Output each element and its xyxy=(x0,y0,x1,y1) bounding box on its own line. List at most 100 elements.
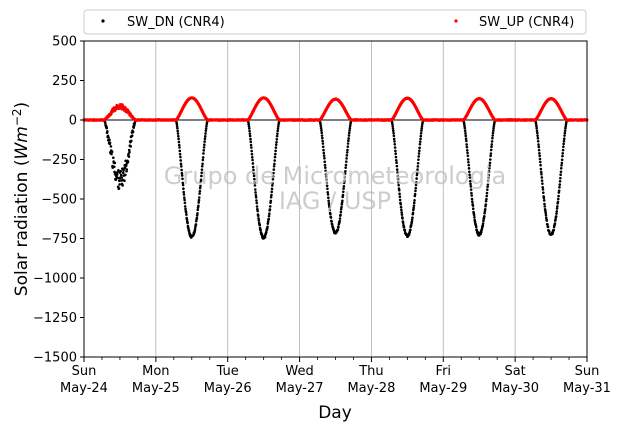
sw-dn-point xyxy=(483,207,487,211)
sw-dn-point xyxy=(112,165,116,169)
sw-dn-point xyxy=(115,173,119,176)
sw-dn-point xyxy=(535,124,538,128)
sw-dn-point xyxy=(489,154,492,158)
sw-dn-point xyxy=(181,181,185,185)
x-tick-label-day: Sun xyxy=(575,364,600,379)
sw-dn-point xyxy=(393,146,397,149)
sw-dn-point xyxy=(397,183,400,187)
sw-dn-point xyxy=(467,167,471,170)
sw-dn-point xyxy=(397,189,401,192)
x-tick-label-date: May-28 xyxy=(347,381,395,396)
sw-dn-point xyxy=(391,129,395,133)
sw-dn-point xyxy=(470,194,474,197)
sw-dn-point xyxy=(322,154,326,157)
sw-dn-point xyxy=(177,137,180,141)
sw-dn-point xyxy=(337,225,340,229)
watermark-line-1: Grupo de Micrometeorologia xyxy=(164,162,506,190)
sw-dn-point xyxy=(537,148,541,152)
sw-dn-point xyxy=(197,198,201,202)
sw-dn-point xyxy=(321,139,324,143)
sw-dn-point xyxy=(183,196,186,199)
sw-dn-point xyxy=(253,184,257,187)
sw-dn-point xyxy=(276,132,279,135)
x-axis-title: Day xyxy=(318,403,352,423)
sw-dn-point xyxy=(198,189,202,193)
sw-dn-point xyxy=(483,215,486,218)
sw-dn-point xyxy=(345,157,348,160)
sw-dn-point xyxy=(539,167,543,171)
sw-dn-point xyxy=(277,124,280,128)
sw-dn-point xyxy=(276,127,280,130)
sw-dn-point xyxy=(560,164,563,167)
sw-dn-point xyxy=(471,204,475,207)
sw-dn-point xyxy=(181,177,184,181)
sw-dn-point xyxy=(342,181,346,185)
sw-dn-point xyxy=(544,213,548,217)
sw-dn-point xyxy=(275,134,279,138)
x-tick-label-day: Fri xyxy=(436,364,452,379)
sw-dn-point xyxy=(392,131,395,135)
sw-dn-point xyxy=(474,225,478,229)
sw-dn-point xyxy=(396,171,399,174)
sw-dn-point xyxy=(414,183,418,187)
sw-dn-point xyxy=(403,229,407,233)
sw-dn-point xyxy=(270,190,274,194)
sw-dn-point xyxy=(553,222,557,225)
sw-dn-point xyxy=(320,129,323,132)
sw-dn-point xyxy=(410,220,414,224)
sw-dn-point xyxy=(483,211,486,215)
sw-dn-point xyxy=(471,207,475,210)
sw-dn-point xyxy=(251,165,255,169)
sw-dn-point xyxy=(267,217,271,221)
sw-dn-point xyxy=(126,160,130,163)
sw-dn-point xyxy=(560,161,564,165)
sw-dn-point xyxy=(343,175,347,179)
sw-dn-point xyxy=(321,136,324,140)
sw-dn-point xyxy=(329,216,333,219)
sw-dn-point xyxy=(205,124,208,128)
sw-dn-point xyxy=(118,183,121,186)
sw-dn-point xyxy=(199,180,203,184)
sw-dn-point xyxy=(182,193,186,196)
sw-dn-point xyxy=(348,129,351,132)
sw-dn-point xyxy=(329,212,332,216)
sw-dn-point xyxy=(462,122,466,126)
sw-dn-point xyxy=(488,167,491,170)
sw-dn-point xyxy=(124,164,128,167)
sw-dn-point xyxy=(488,161,492,165)
sw-dn-point xyxy=(321,145,325,149)
sw-dn-point xyxy=(401,221,405,225)
sw-dn-point xyxy=(470,197,474,201)
sw-dn-point xyxy=(105,126,109,130)
sw-dn-point xyxy=(269,199,273,203)
sw-dn-point xyxy=(537,143,540,146)
sw-dn-point xyxy=(464,137,468,141)
x-tick-label-date: May-29 xyxy=(419,381,467,396)
sw-dn-point xyxy=(328,205,331,209)
sw-dn-point xyxy=(187,229,191,233)
sw-dn-point xyxy=(419,132,423,135)
sw-dn-point xyxy=(463,124,466,128)
sw-dn-point xyxy=(420,127,424,130)
sw-dn-point xyxy=(257,217,260,220)
sw-dn-point xyxy=(560,158,564,162)
sw-dn-point xyxy=(346,145,350,148)
sw-dn-point xyxy=(323,163,327,167)
sw-dn-point xyxy=(543,202,546,206)
sw-dn-point xyxy=(342,187,345,190)
x-tick-label-day: Sun xyxy=(72,364,97,379)
sw-dn-point xyxy=(182,187,185,190)
sw-dn-point xyxy=(249,140,253,144)
y-tick-label: −1250 xyxy=(33,311,77,326)
y-axis: 500 250 0 −250 −500 −750 −1000 −1250 −1500 xyxy=(33,35,84,366)
sw-dn-point xyxy=(200,164,204,168)
sw-dn-point xyxy=(559,167,563,170)
sw-dn-point xyxy=(536,139,540,143)
sw-dn-point xyxy=(396,174,400,178)
sw-dn-point xyxy=(338,217,342,220)
sw-dn-point xyxy=(109,145,113,148)
sw-dn-point xyxy=(327,196,330,199)
sw-dn-point xyxy=(328,208,332,212)
sw-dn-point xyxy=(420,124,424,128)
sw-dn-point xyxy=(275,140,278,144)
